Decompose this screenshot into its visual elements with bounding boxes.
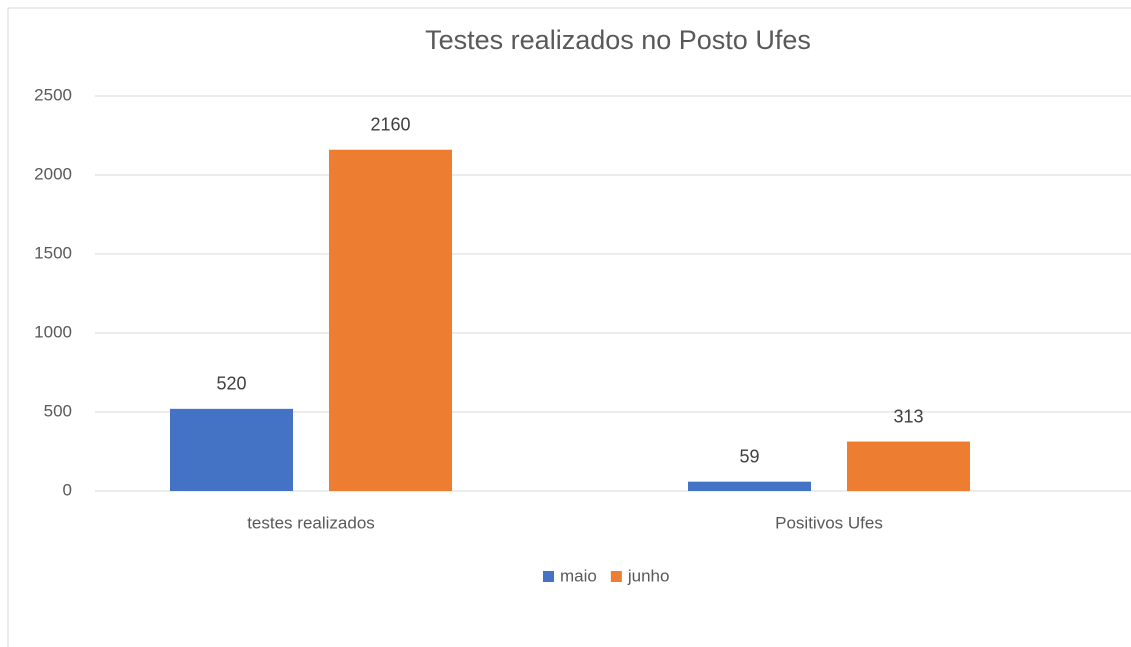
y-tick-label: 1000 — [34, 322, 72, 341]
x-tick-label: testes realizados — [247, 513, 375, 532]
legend-swatch — [543, 571, 554, 582]
data-label: 520 — [216, 374, 246, 394]
bar — [170, 408, 293, 491]
data-label: 59 — [739, 446, 759, 466]
y-tick-label: 2000 — [34, 164, 72, 183]
x-tick-label: Positivos Ufes — [775, 513, 883, 532]
data-label: 313 — [893, 406, 923, 426]
y-tick-label: 0 — [63, 480, 72, 499]
bar — [847, 441, 970, 491]
y-tick-label: 1500 — [34, 243, 72, 262]
bar — [329, 149, 452, 491]
legend-swatch — [610, 571, 622, 582]
chart-border — [7, 7, 1131, 647]
legend-label: maio — [560, 566, 597, 585]
y-tick-label: 2500 — [34, 85, 72, 104]
legend-label: junho — [627, 566, 670, 585]
bar — [688, 481, 811, 491]
data-label: 2160 — [370, 114, 410, 134]
chart-title: Testes realizados no Posto Ufes — [425, 25, 811, 55]
y-tick-label: 500 — [44, 401, 72, 420]
